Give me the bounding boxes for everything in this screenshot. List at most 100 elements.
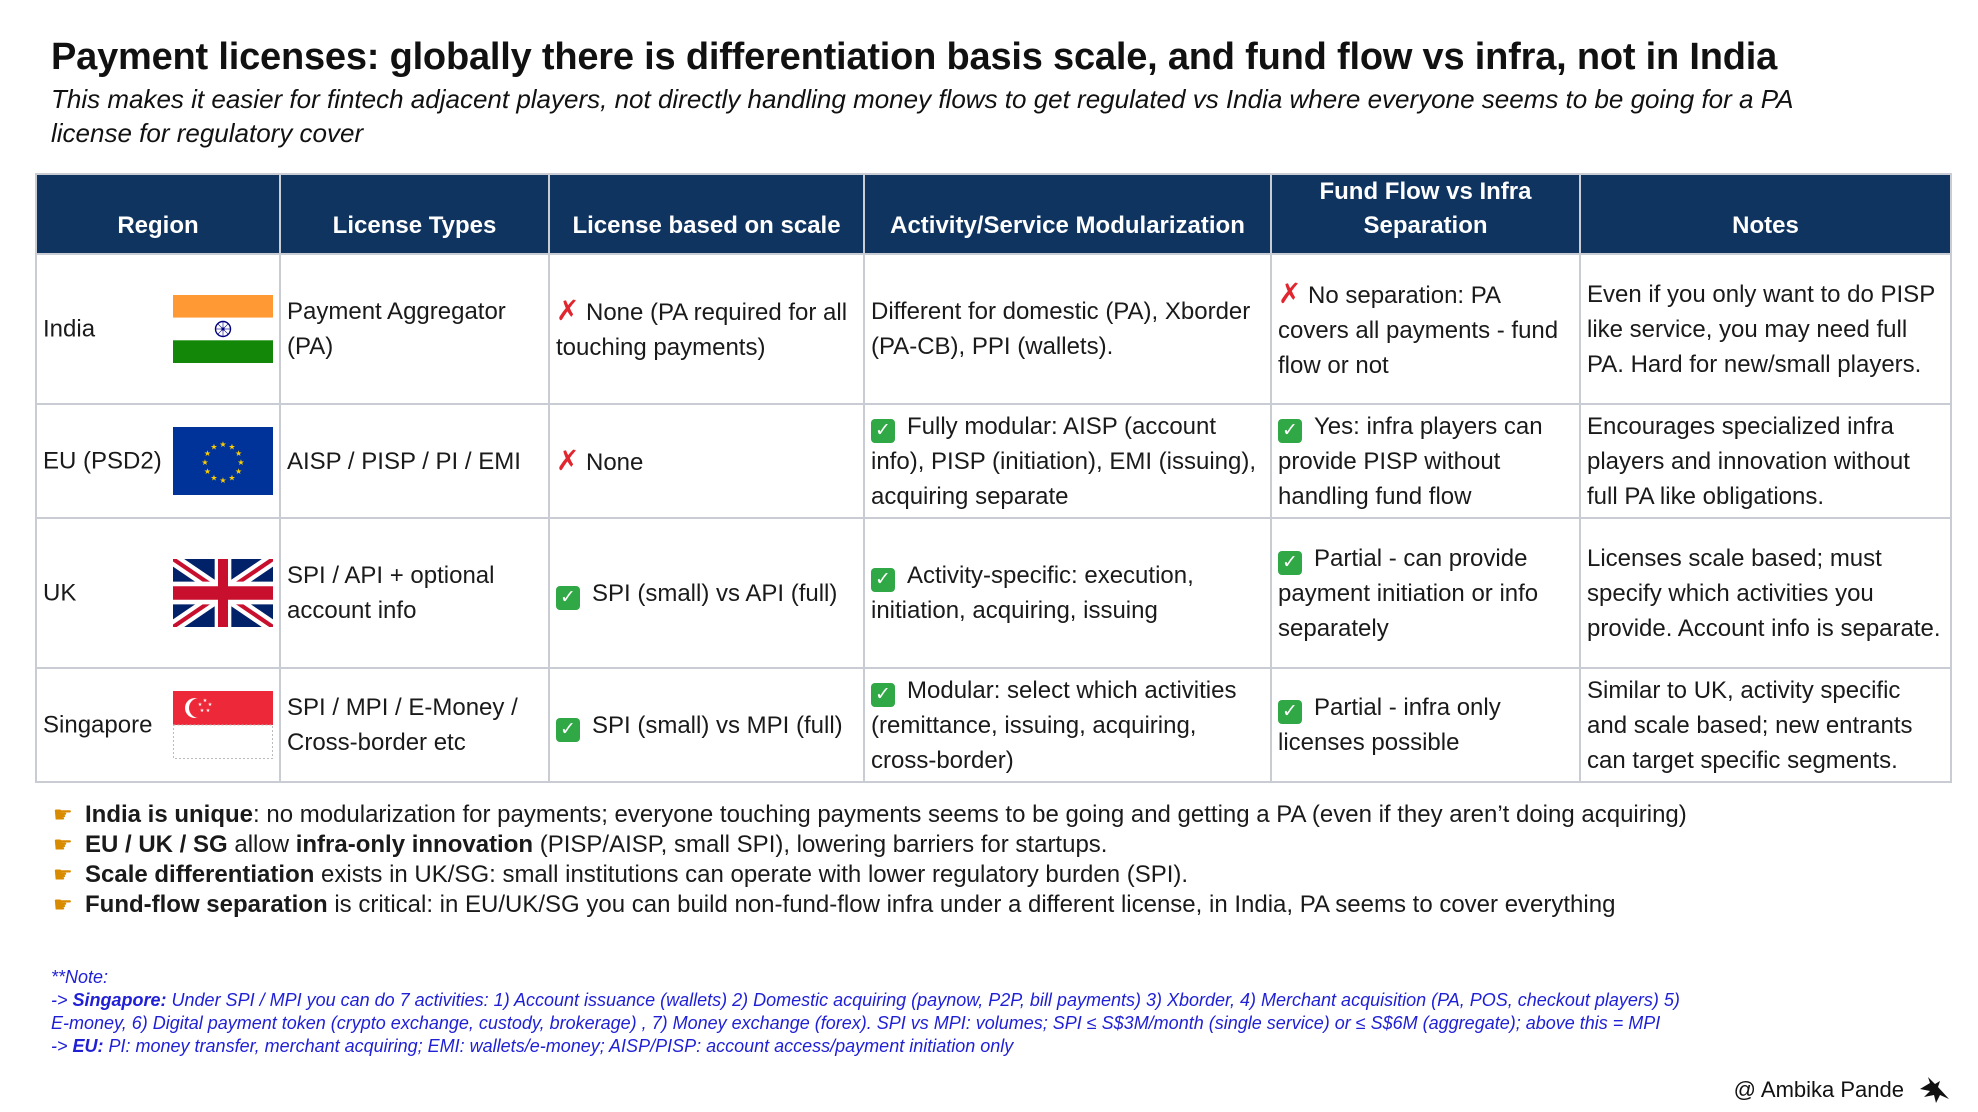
cross-icon: ✗: [1278, 277, 1302, 309]
header-separation-line-1: Fund Flow vs Infra: [1319, 178, 1532, 205]
header-separation-line-2: Separation: [1363, 212, 1488, 239]
author-name: @ Ambika Pande: [1733, 1077, 1904, 1102]
takeaway-item: ☛ India is unique: no modularization for …: [53, 800, 1687, 830]
page-subtitle: This makes it easier for fintech adjacen…: [51, 82, 1971, 150]
separation-text: Partial - can provide payment initiation…: [1278, 544, 1539, 642]
region-cell: India: [35, 253, 281, 405]
scale-text: None: [586, 448, 644, 476]
region-name: Singapore: [43, 711, 153, 739]
footnote-label: Singapore:: [72, 990, 167, 1010]
pointing-hand-icon: ☛: [53, 832, 73, 857]
header-license-types: License Types: [279, 173, 550, 255]
key-takeaways: ☛ India is unique: no modularization for …: [53, 800, 1687, 920]
cross-icon: ✗: [556, 295, 580, 326]
separation-cell: ✓ Yes: infra players can provide PISP wit…: [1270, 403, 1581, 519]
table-row-uk: UK SPI / API + optional account info ✓ SP…: [35, 517, 1952, 669]
region-cell: EU (PSD2) ★ ★ ★ ★ ★ ★ ★ ★ ★ ★ ★ ★: [35, 403, 281, 519]
table-row-india: India Payment Aggregator (PA) ✗ None (PA …: [35, 253, 1952, 405]
eu-flag-icon: ★ ★★ ★★★ ★★★ ★★★: [173, 427, 273, 495]
separation-text: No separation: PA covers all payments - …: [1278, 281, 1559, 379]
takeaway-item: ☛ Fund-flow separation is critical: in EU…: [53, 890, 1687, 920]
svg-text:★: ★: [219, 440, 226, 449]
svg-text:★: ★: [219, 476, 226, 485]
license-comparison-table: Region License Types License based on sc…: [35, 173, 1952, 783]
check-icon: ✓: [556, 717, 580, 742]
notes-cell: Similar to UK, activity specific and sca…: [1579, 667, 1952, 783]
cross-icon: ✗: [556, 444, 580, 476]
check-icon: ✓: [871, 682, 895, 707]
check-icon: ✓: [871, 418, 895, 443]
footnote-singapore: -> Singapore: Under SPI / MPI you can do…: [51, 989, 1680, 1012]
takeaway-bold: India is unique: [85, 801, 254, 828]
footnote-heading: **Note:: [51, 967, 109, 987]
svg-text:★: ★: [208, 702, 213, 708]
modularization-text: Modular: select which activities (remitt…: [871, 676, 1237, 774]
pointing-hand-icon: ☛: [53, 892, 73, 917]
india-flag-icon: [173, 295, 273, 363]
svg-text:★: ★: [210, 474, 217, 483]
check-icon: ✓: [1278, 550, 1302, 575]
separation-text: Yes: infra players can provide PISP with…: [1278, 412, 1543, 510]
modularization-cell: ✓ Fully modular: AISP (account info), PIS…: [863, 403, 1272, 519]
takeaway-item: ☛ Scale differentiation exists in UK/SG: …: [53, 860, 1687, 890]
svg-text:★: ★: [204, 467, 211, 476]
license-types-cell: SPI / MPI / E-Money / Cross-border etc: [279, 667, 550, 783]
svg-text:★: ★: [203, 698, 208, 704]
svg-text:★: ★: [200, 708, 205, 714]
separation-cell: ✓ Partial - infra only licenses possible: [1270, 667, 1581, 783]
modularization-cell: ✓ Activity-specific: execution, initiatio…: [863, 517, 1272, 669]
notes-cell: Licenses scale based; must specify which…: [1579, 517, 1952, 669]
notes-cell: Encourages specialized infra players and…: [1579, 403, 1952, 519]
scale-text: SPI (small) vs API (full): [592, 579, 838, 607]
pointing-hand-icon: ☛: [53, 802, 73, 827]
header-separation: Fund Flow vs Infra Separation: [1270, 173, 1581, 255]
page-title: Payment licenses: globally there is diff…: [51, 36, 1778, 78]
scale-cell: ✓ SPI (small) vs API (full): [548, 517, 865, 669]
takeaway-bold: EU / UK / SG: [85, 831, 228, 858]
author-credit: @ Ambika Pande: [1734, 1075, 1952, 1105]
svg-text:★: ★: [235, 449, 242, 458]
takeaway-text: is critical: in EU/UK/SG you can build n…: [327, 891, 1616, 918]
footnote-label: EU:: [72, 1036, 104, 1056]
separation-text: Partial - infra only licenses possible: [1278, 694, 1501, 756]
takeaway-text: : no modularization for payments; everyo…: [253, 801, 1687, 828]
modularization-cell: ✓ Modular: select which activities (remit…: [863, 667, 1272, 783]
scale-text: None (PA required for all touching payme…: [556, 299, 848, 361]
subtitle-line-2: license for regulatory cover: [51, 118, 364, 148]
region-name: EU (PSD2): [43, 447, 162, 475]
takeaway-item: ☛ EU / UK / SG allow infra-only innovatio…: [53, 830, 1687, 860]
svg-text:★: ★: [204, 449, 211, 458]
check-icon: ✓: [871, 568, 895, 592]
bird-logo-icon: [1920, 1077, 1949, 1103]
notes-cell: Even if you only want to do PISP like se…: [1579, 253, 1952, 405]
takeaway-bold: infra-only innovation: [295, 831, 534, 858]
takeaway-text: allow: [227, 831, 296, 858]
scale-cell: ✗ None (PA required for all touching paym…: [548, 253, 865, 405]
region-cell: Singapore ★ ★ ★ ★ ★: [35, 667, 281, 783]
pointing-hand-icon: ☛: [53, 862, 73, 887]
takeaway-text: (PISP/AISP, small SPI), lowering barrier…: [533, 831, 1108, 858]
singapore-flag-icon: ★★ ★ ★ ★: [173, 691, 273, 759]
footnote-text: PI: money transfer, merchant acquiring; …: [103, 1036, 1014, 1056]
modularization-text: Fully modular: AISP (account info), PISP…: [871, 412, 1257, 510]
takeaway-text: exists in UK/SG: small institutions can …: [314, 861, 1189, 888]
svg-text:★: ★: [237, 458, 244, 467]
table-row-singapore: Singapore ★ ★ ★ ★ ★ SPI / MPI / E-Money / C…: [35, 667, 1952, 783]
separation-cell: ✓ Partial - can provide payment initiatio…: [1270, 517, 1581, 669]
scale-cell: ✗ None: [548, 403, 865, 519]
takeaway-bold: Scale differentiation: [85, 861, 315, 888]
svg-text:★: ★: [198, 702, 203, 708]
scale-text: SPI (small) vs MPI (full): [592, 711, 843, 739]
header-scale: License based on scale: [548, 173, 865, 255]
footnote-arrow: ->: [51, 990, 73, 1010]
modularization-cell: Different for domestic (PA), Xborder (PA…: [863, 253, 1272, 405]
svg-text:★: ★: [201, 458, 208, 467]
check-icon: ✓: [556, 585, 580, 610]
separation-cell: ✗ No separation: PA covers all payments -…: [1270, 253, 1581, 405]
footnote-arrow: ->: [51, 1036, 73, 1056]
footnote-text: Under SPI / MPI you can do 7 activities:…: [166, 990, 1680, 1010]
table-header-row: Region License Types License based on sc…: [35, 173, 1952, 255]
svg-text:★: ★: [228, 442, 235, 451]
uk-flag-icon: [173, 559, 273, 627]
license-types-cell: SPI / API + optional account info: [279, 517, 550, 669]
